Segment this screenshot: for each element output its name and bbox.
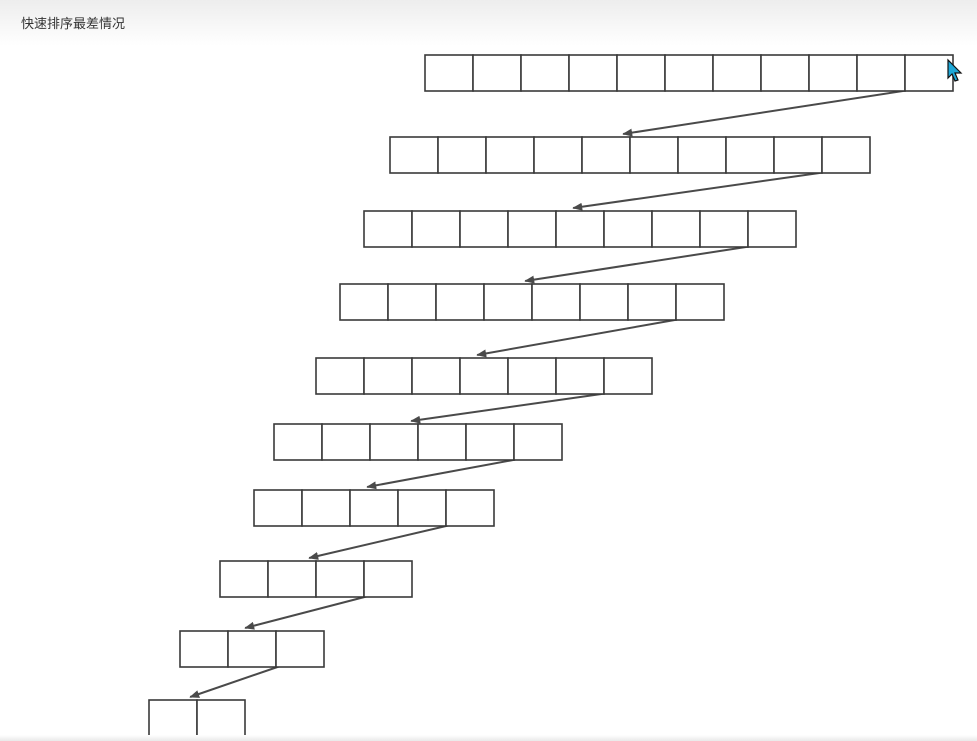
pivot-cell <box>821 136 871 174</box>
array-cell <box>369 423 419 461</box>
array-cell <box>387 283 437 321</box>
array-cell <box>267 560 317 598</box>
array-cell <box>856 54 906 92</box>
array-cell <box>363 210 413 248</box>
array-cell <box>520 54 570 92</box>
array-cell <box>459 210 509 248</box>
mouse-cursor-icon <box>947 58 963 82</box>
arrow-connector <box>244 595 369 630</box>
array-cell <box>315 357 365 395</box>
array-cell <box>579 283 629 321</box>
array-cell <box>339 283 389 321</box>
array-cell <box>417 423 467 461</box>
array-cell <box>664 54 714 92</box>
arrow-connector <box>366 458 519 490</box>
header-band <box>0 0 977 46</box>
array-cell <box>616 54 666 92</box>
array-row <box>389 136 871 174</box>
arrow-connector <box>622 89 910 137</box>
array-cell <box>148 699 198 737</box>
arrow-connector <box>476 318 681 358</box>
rows-layer <box>148 54 954 737</box>
array-cell <box>568 54 618 92</box>
array-row <box>253 489 495 527</box>
array-cell <box>179 630 229 668</box>
array-cell <box>507 357 557 395</box>
arrow-connector <box>189 665 281 698</box>
array-cell <box>629 136 679 174</box>
array-cell <box>435 283 485 321</box>
pivot-cell <box>603 357 653 395</box>
array-cell <box>397 489 447 527</box>
array-cell <box>227 630 277 668</box>
array-cell <box>363 357 413 395</box>
pivot-cell <box>904 54 954 92</box>
array-cell <box>465 423 515 461</box>
arrow-connector <box>524 245 753 284</box>
array-cell <box>651 210 701 248</box>
array-cell <box>389 136 439 174</box>
arrows-layer <box>189 89 910 698</box>
array-cell <box>808 54 858 92</box>
array-cell <box>301 489 351 527</box>
array-cell <box>315 560 365 598</box>
array-cell <box>531 283 581 321</box>
array-cell <box>411 210 461 248</box>
array-row <box>315 357 653 395</box>
array-row <box>424 54 954 92</box>
bottom-edge <box>0 735 977 741</box>
array-cell <box>437 136 487 174</box>
pivot-cell <box>196 699 246 737</box>
array-cell <box>555 357 605 395</box>
array-row <box>363 210 797 248</box>
pivot-cell <box>445 489 495 527</box>
array-cell <box>253 489 303 527</box>
array-cell <box>677 136 727 174</box>
array-cell <box>555 210 605 248</box>
array-cell <box>483 283 533 321</box>
array-cell <box>424 54 474 92</box>
array-cell <box>472 54 522 92</box>
array-cell <box>581 136 631 174</box>
array-cell <box>485 136 535 174</box>
pivot-cell <box>363 560 413 598</box>
array-row <box>148 699 246 737</box>
array-cell <box>760 54 810 92</box>
array-cell <box>773 136 823 174</box>
array-cell <box>349 489 399 527</box>
array-row <box>339 283 725 321</box>
array-cell <box>459 357 509 395</box>
array-row <box>179 630 325 668</box>
array-cell <box>712 54 762 92</box>
array-cell <box>699 210 749 248</box>
array-cell <box>219 560 269 598</box>
array-cell <box>507 210 557 248</box>
page-title: 快速排序最差情况 <box>21 17 126 32</box>
array-row <box>219 560 413 598</box>
arrow-connector <box>308 524 451 560</box>
pivot-cell <box>513 423 563 461</box>
array-cell <box>411 357 461 395</box>
pivot-cell <box>275 630 325 668</box>
arrow-connector <box>572 171 827 211</box>
array-cell <box>321 423 371 461</box>
arrow-connector <box>410 392 609 424</box>
array-cell <box>725 136 775 174</box>
array-row <box>273 423 563 461</box>
array-cell <box>533 136 583 174</box>
array-cell <box>627 283 677 321</box>
array-cell <box>273 423 323 461</box>
pivot-cell <box>675 283 725 321</box>
pivot-cell <box>747 210 797 248</box>
array-cell <box>603 210 653 248</box>
